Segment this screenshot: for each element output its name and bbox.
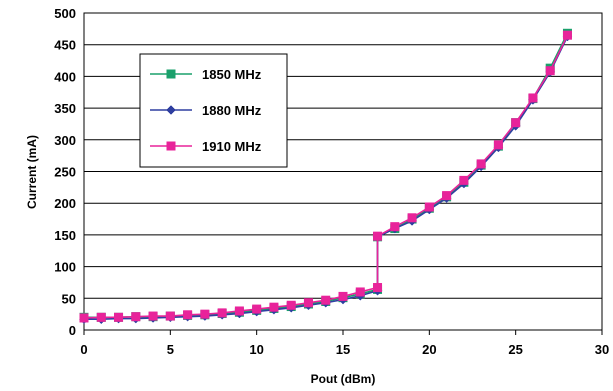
data-point: [355, 287, 365, 297]
y-tick-label: 200: [54, 196, 76, 211]
legend-marker: [166, 141, 176, 151]
data-point: [424, 202, 434, 212]
x-tick-label: 0: [80, 342, 87, 357]
data-point: [442, 191, 452, 201]
data-point: [269, 302, 279, 312]
data-point: [528, 93, 538, 103]
y-tick-label: 400: [54, 69, 76, 84]
tick-labels: 0 50 100 150 200 250 300 350 400 450 500 0 5 10 15 20 25…: [54, 6, 609, 357]
legend-label: 1910 MHz: [202, 139, 262, 154]
y-axis-title: Current (mA): [25, 135, 39, 209]
series-layer: [79, 28, 573, 325]
data-point: [148, 311, 158, 321]
data-point: [234, 306, 244, 316]
y-tick-label: 50: [62, 291, 76, 306]
x-tick-label: 15: [336, 342, 350, 357]
y-tick-label: 450: [54, 38, 76, 53]
data-point: [545, 66, 555, 76]
y-tick-label: 350: [54, 101, 76, 116]
x-tick-label: 20: [422, 342, 436, 357]
y-tick-label: 0: [69, 323, 76, 338]
plot-area: [83, 12, 603, 331]
legend-item-1850-mhz: 1850 MHz: [150, 67, 262, 82]
data-point: [96, 312, 106, 322]
data-point: [338, 291, 348, 301]
x-tick-label: 5: [167, 342, 174, 357]
data-point: [562, 30, 572, 40]
data-point: [373, 283, 383, 293]
x-tick-label: 30: [595, 342, 609, 357]
x-tick-label: 10: [249, 342, 263, 357]
data-point: [217, 308, 227, 318]
data-point: [252, 304, 262, 314]
data-point: [493, 140, 503, 150]
y-tick-label: 100: [54, 260, 76, 275]
data-point: [511, 118, 521, 128]
legend-label: 1880 MHz: [202, 103, 262, 118]
legend-marker: [166, 69, 176, 79]
legend-item-1910-mhz: 1910 MHz: [150, 139, 262, 154]
legend-marker: [166, 105, 176, 115]
legend-label: 1850 MHz: [202, 67, 262, 82]
data-point: [407, 213, 417, 223]
data-point: [390, 222, 400, 232]
data-point: [114, 312, 124, 322]
x-tick-label: 25: [508, 342, 522, 357]
data-point: [373, 231, 383, 241]
x-axis-title: Pout (dBm): [311, 372, 376, 386]
y-tick-label: 500: [54, 6, 76, 21]
data-point: [321, 295, 331, 305]
y-tick-label: 150: [54, 228, 76, 243]
legend: 1850 MHz 1880 MHz 1910 MHz: [139, 53, 288, 168]
data-point: [165, 311, 175, 321]
y-tick-label: 250: [54, 165, 76, 180]
series-1910-mhz: [79, 30, 572, 323]
data-point: [79, 313, 89, 323]
y-tick-label: 300: [54, 133, 76, 148]
data-point: [459, 175, 469, 185]
data-point: [183, 310, 193, 320]
legend-item-1880-mhz: 1880 MHz: [150, 103, 262, 118]
data-point: [303, 298, 313, 308]
data-point: [286, 300, 296, 310]
data-point: [200, 309, 210, 319]
data-point: [131, 312, 141, 322]
data-point: [476, 159, 486, 169]
